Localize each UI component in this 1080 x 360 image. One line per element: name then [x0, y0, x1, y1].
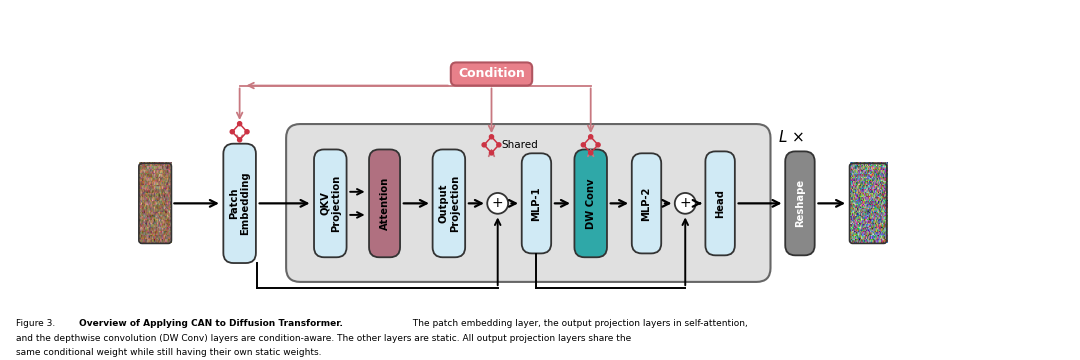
Circle shape — [238, 138, 242, 142]
FancyBboxPatch shape — [224, 144, 256, 263]
Text: Reshape: Reshape — [795, 179, 805, 228]
FancyBboxPatch shape — [705, 152, 734, 255]
FancyBboxPatch shape — [575, 149, 607, 257]
Text: DW Conv: DW Conv — [585, 178, 596, 229]
Circle shape — [489, 135, 494, 139]
Circle shape — [487, 193, 509, 214]
Text: Overview of Applying CAN to Diffusion Transformer.: Overview of Applying CAN to Diffusion Tr… — [79, 319, 342, 328]
Text: $L$ ×: $L$ × — [779, 129, 805, 145]
FancyBboxPatch shape — [286, 124, 770, 282]
Text: Attention: Attention — [379, 177, 390, 230]
Circle shape — [482, 143, 486, 147]
Circle shape — [230, 130, 234, 134]
Text: Condition: Condition — [458, 67, 525, 81]
Circle shape — [245, 130, 249, 134]
Circle shape — [238, 122, 242, 126]
Text: MLP-2: MLP-2 — [642, 186, 651, 221]
Circle shape — [589, 135, 593, 139]
FancyBboxPatch shape — [369, 149, 400, 257]
Text: +: + — [679, 195, 691, 210]
Text: Output
Projection: Output Projection — [438, 175, 460, 232]
Text: QKV
Projection: QKV Projection — [320, 175, 341, 232]
Text: Head: Head — [715, 189, 725, 218]
Text: Patch
Embedding: Patch Embedding — [229, 172, 251, 235]
Circle shape — [675, 193, 696, 214]
FancyBboxPatch shape — [522, 153, 551, 253]
Text: same conditional weight while still having their own static weights.: same conditional weight while still havi… — [16, 348, 322, 357]
Circle shape — [589, 151, 593, 155]
FancyBboxPatch shape — [785, 152, 814, 255]
Text: The patch embedding layer, the output projection layers in self-attention,: The patch embedding layer, the output pr… — [410, 319, 748, 328]
FancyBboxPatch shape — [433, 149, 465, 257]
Circle shape — [497, 143, 501, 147]
Text: MLP-1: MLP-1 — [531, 186, 541, 221]
Text: Shared: Shared — [501, 140, 538, 150]
Text: and the depthwise convolution (DW Conv) layers are condition-aware. The other la: and the depthwise convolution (DW Conv) … — [16, 334, 632, 343]
Circle shape — [596, 143, 600, 147]
FancyBboxPatch shape — [314, 149, 347, 257]
Circle shape — [581, 143, 585, 147]
Circle shape — [489, 151, 494, 155]
FancyBboxPatch shape — [632, 153, 661, 253]
FancyBboxPatch shape — [450, 62, 532, 86]
Text: Figure 3.: Figure 3. — [16, 319, 62, 328]
Text: +: + — [491, 195, 503, 210]
